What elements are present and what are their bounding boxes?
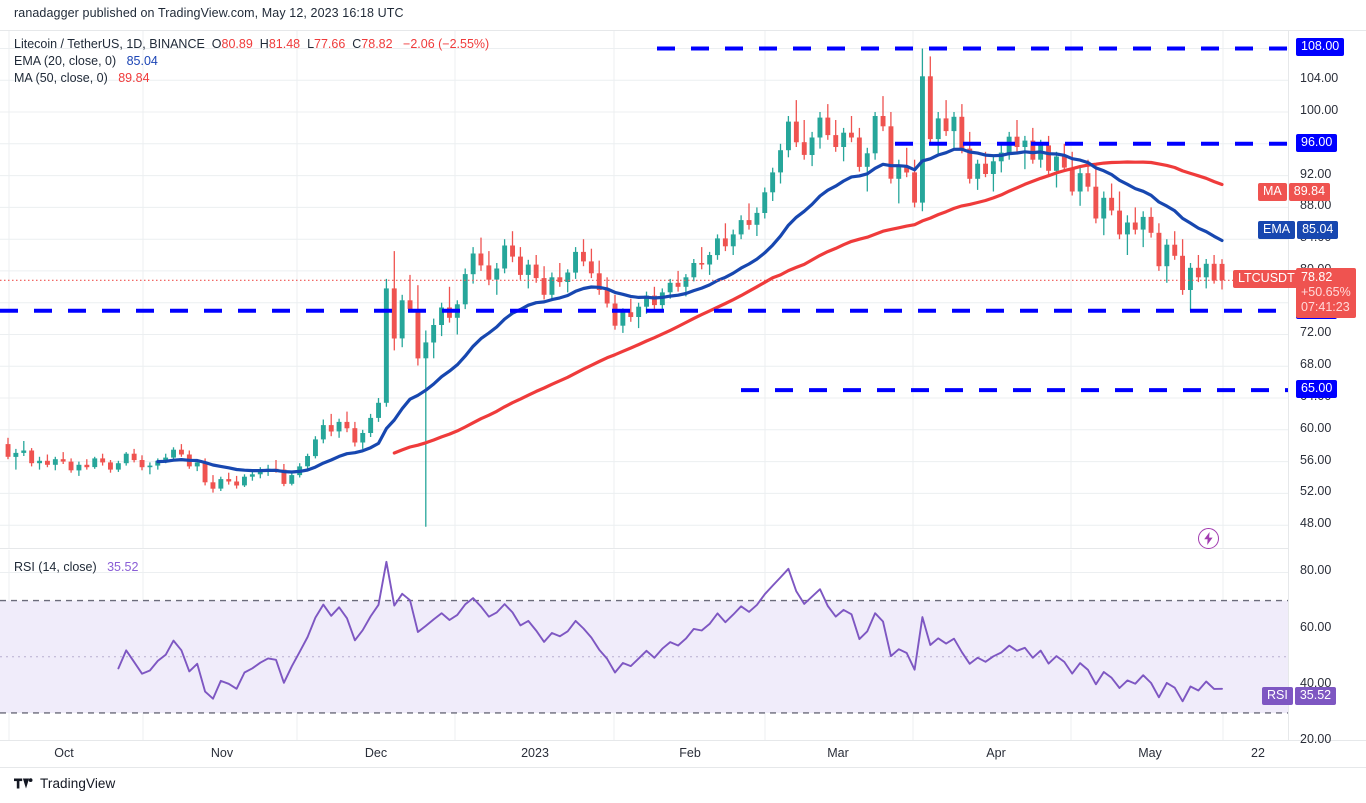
ema-axis-tag[interactable]: EMA 85.04	[1258, 220, 1339, 239]
rsi-axis-pill: RSI	[1262, 687, 1293, 706]
tradingview-footer: TradingView	[14, 776, 115, 791]
level-tag-10800[interactable]: 108.00	[1296, 38, 1345, 57]
tradingview-brand: TradingView	[40, 776, 116, 791]
rsi-tick-60: 60.00	[1300, 619, 1332, 634]
price-tick-48: 48.00	[1300, 516, 1332, 531]
rsi-tick-40: 40.00	[1300, 675, 1332, 690]
level-tag-6500[interactable]: 65.00	[1296, 380, 1338, 399]
tradingview-logo-icon	[14, 778, 33, 789]
time-axis[interactable]: Oct Nov Dec 2023 Feb Mar Apr May 22	[0, 740, 1366, 768]
lightning-bolt-glyph	[1204, 532, 1213, 545]
time-label-oct: Oct	[54, 746, 74, 760]
rsi-chart-svg	[0, 550, 1288, 741]
price-tick-68: 68.00	[1300, 357, 1332, 372]
price-tick-56: 56.00	[1300, 452, 1332, 467]
publish-line: ranadagger published on TradingView.com,…	[14, 6, 404, 20]
price-pane[interactable]	[0, 31, 1288, 549]
time-label-dec: Dec	[364, 746, 388, 760]
ema-axis-tag-pill: EMA	[1258, 220, 1296, 239]
ema-axis-tag-value: 85.04	[1297, 220, 1339, 239]
time-label-apr: Apr	[986, 746, 1006, 760]
time-label-22: 22	[1251, 746, 1265, 760]
symbol-axis-pill: LTCUSDT	[1233, 270, 1300, 289]
last-price-tag[interactable]: 78.82 +50.65% 07:41:23	[1296, 268, 1356, 319]
rsi-value: 35.52	[107, 560, 139, 574]
ma-axis-tag[interactable]: MA 89.84	[1258, 182, 1331, 201]
price-tick-88: 88.00	[1300, 198, 1332, 213]
last-price-change: +50.65%	[1301, 285, 1351, 300]
rsi-tick-80: 80.00	[1300, 563, 1332, 578]
ma-axis-tag-value: 89.84	[1288, 182, 1331, 201]
rsi-axis-tag[interactable]: RSI 35.52	[1262, 687, 1337, 706]
price-tick-104: 104.00	[1300, 71, 1339, 86]
price-tick-60: 60.00	[1300, 420, 1332, 435]
price-tick-92: 92.00	[1300, 166, 1332, 181]
last-price-value: 78.82	[1301, 270, 1333, 285]
ma-axis-tag-pill: MA	[1258, 182, 1287, 201]
rsi-axis-value: 35.52	[1294, 687, 1337, 706]
time-label-2023: 2023	[521, 746, 549, 760]
rsi-legend: RSI (14, close) 35.52	[14, 560, 138, 574]
level-tag-9600[interactable]: 96.00	[1296, 133, 1338, 152]
rsi-pane[interactable]	[0, 550, 1288, 741]
bar-countdown: 07:41:23	[1301, 300, 1350, 315]
time-label-feb: Feb	[679, 746, 701, 760]
rsi-label: RSI (14, close)	[14, 560, 97, 574]
time-label-nov: Nov	[210, 746, 234, 760]
time-label-may: May	[1138, 746, 1162, 760]
chart-frame	[0, 30, 1366, 741]
lightning-icon[interactable]	[1198, 528, 1219, 549]
time-label-mar: Mar	[827, 746, 849, 760]
price-tick-100: 100.00	[1300, 103, 1339, 118]
rsi-tick-20: 20.00	[1300, 732, 1332, 746]
price-tick-72: 72.00	[1300, 325, 1332, 340]
price-chart-svg	[0, 31, 1288, 548]
price-tick-52: 52.00	[1300, 484, 1332, 499]
